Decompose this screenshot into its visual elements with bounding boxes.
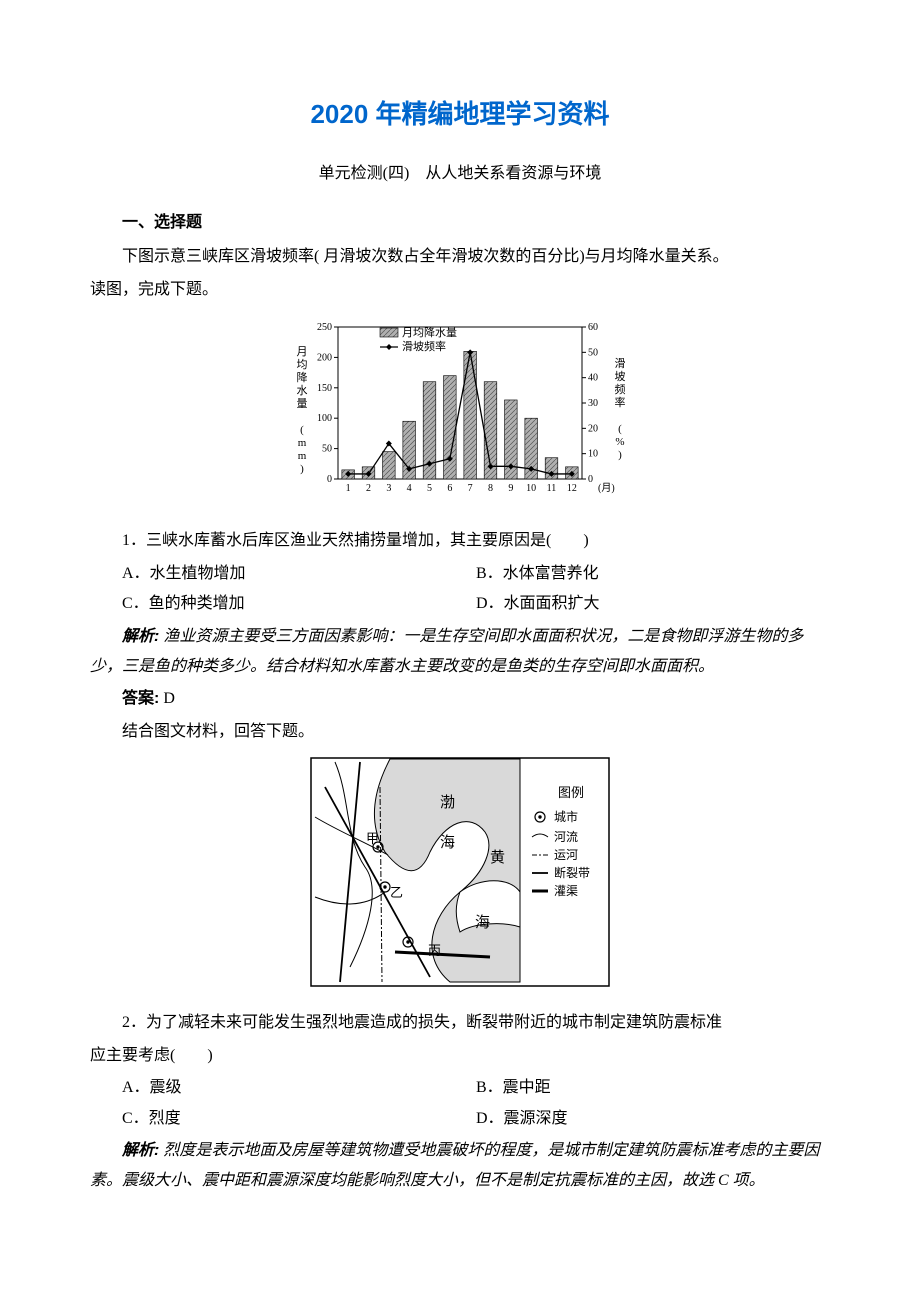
svg-text:降: 降 [297, 370, 308, 384]
svg-text:11: 11 [547, 483, 557, 494]
svg-text:坡: 坡 [615, 370, 626, 383]
svg-text:海: 海 [440, 834, 455, 851]
svg-text:0: 0 [327, 474, 332, 485]
svg-text:运河: 运河 [554, 848, 578, 862]
svg-text:200: 200 [317, 352, 332, 363]
svg-text:10: 10 [588, 449, 598, 460]
svg-text:7: 7 [468, 483, 473, 494]
svg-text:1: 1 [346, 483, 351, 494]
svg-text:率: 率 [615, 395, 626, 409]
svg-text:): ) [300, 463, 304, 475]
svg-text:60: 60 [588, 322, 598, 333]
svg-text:滑: 滑 [615, 357, 626, 370]
svg-text:月: 月 [297, 346, 308, 358]
svg-text:灌渠: 灌渠 [554, 884, 578, 898]
q2-option-c: C．烈度 [122, 1104, 476, 1134]
svg-text:丙: 丙 [428, 943, 441, 958]
intro-text-1a: 下图示意三峡库区滑坡频率( 月滑坡次数占全年滑坡次数的百分比)与月均降水量关系。 [90, 242, 830, 272]
svg-text:(: ( [618, 423, 622, 435]
svg-text:滑坡频率: 滑坡频率 [402, 339, 446, 353]
svg-text:10: 10 [526, 483, 536, 494]
svg-text:河流: 河流 [554, 830, 578, 844]
svg-text:乙: 乙 [390, 885, 403, 900]
svg-text:6: 6 [447, 483, 452, 494]
svg-text:250: 250 [317, 322, 332, 333]
svg-text:海: 海 [475, 914, 490, 931]
svg-text:水: 水 [297, 384, 308, 397]
svg-text:均: 均 [297, 358, 308, 371]
svg-text:3: 3 [386, 483, 391, 494]
subtitle: 单元检测(四) 从人地关系看资源与环境 [90, 159, 830, 189]
svg-text:量: 量 [297, 397, 308, 410]
q1-analysis: 解析: 渔业资源主要受三方面因素影响：一是生存空间即水面面积状况，二是食物即浮游… [90, 622, 830, 683]
q1-answer: 答案: D [90, 684, 830, 714]
svg-text:150: 150 [317, 383, 332, 394]
q2-options: A．震级 B．震中距 C．烈度 D．震源深度 [122, 1073, 830, 1134]
map-figure: 甲乙丙渤海黄海图例城市河流运河断裂带灌渠 [310, 757, 610, 987]
svg-text:渤: 渤 [440, 794, 455, 811]
svg-text:4: 4 [407, 483, 412, 494]
svg-text:m: m [298, 450, 307, 462]
svg-text:(: ( [300, 424, 304, 436]
svg-text:图例: 图例 [558, 785, 584, 800]
svg-text:(月): (月) [598, 482, 615, 494]
q2-option-d: D．震源深度 [476, 1104, 830, 1134]
svg-text:50: 50 [322, 444, 332, 455]
svg-text:8: 8 [488, 483, 493, 494]
bar-line-chart: 0501001502002500102030405060123456789101… [290, 315, 630, 505]
svg-text:2: 2 [366, 483, 371, 494]
svg-text:30: 30 [588, 398, 598, 409]
chart-1-wrap: 0501001502002500102030405060123456789101… [90, 315, 830, 516]
q1-option-d: D．水面面积扩大 [476, 589, 830, 619]
analysis-text: 渔业资源主要受三方面因素影响：一是生存空间即水面面积状况，二是食物即浮游生物的多… [90, 628, 803, 675]
svg-text:月均降水量: 月均降水量 [402, 325, 457, 339]
analysis-text-2: 烈度是表示地面及房屋等建筑物遭受地震破坏的程度，是城市制定建筑防震标准考虑的主要… [90, 1142, 819, 1189]
q2-stem-b: 应主要考虑( ) [90, 1041, 830, 1071]
q2-analysis: 解析: 烈度是表示地面及房屋等建筑物遭受地震破坏的程度，是城市制定建筑防震标准考… [90, 1136, 830, 1197]
q1-options: A．水生植物增加 B．水体富营养化 C．鱼的种类增加 D．水面面积扩大 [122, 559, 830, 620]
answer-text: D [163, 690, 175, 707]
q2-stem-a: 2．为了减轻未来可能发生强烈地震造成的损失，断裂带附近的城市制定建筑防震标准 [90, 1008, 830, 1038]
q2-option-a: A．震级 [122, 1073, 476, 1103]
svg-text:50: 50 [588, 347, 598, 358]
svg-text:5: 5 [427, 483, 432, 494]
svg-text:20: 20 [588, 423, 598, 434]
svg-text:12: 12 [567, 483, 577, 494]
svg-text:断裂带: 断裂带 [554, 865, 590, 880]
analysis-label-2: 解析: [122, 1142, 159, 1159]
map-wrap: 甲乙丙渤海黄海图例城市河流运河断裂带灌渠 [90, 757, 830, 998]
q1-option-b: B．水体富营养化 [476, 559, 830, 589]
q2-option-b: B．震中距 [476, 1073, 830, 1103]
svg-text:频: 频 [615, 382, 626, 396]
page-title: 2020 年精编地理学习资料 [90, 90, 830, 139]
section-heading: 一、选择题 [90, 208, 830, 238]
svg-text:城市: 城市 [554, 809, 578, 824]
intro-text-2: 结合图文材料，回答下题。 [90, 717, 830, 747]
svg-text:9: 9 [508, 483, 513, 494]
svg-text:100: 100 [317, 413, 332, 424]
svg-text:m: m [298, 437, 307, 449]
svg-text:%: % [615, 436, 624, 448]
svg-text:黄: 黄 [490, 849, 505, 866]
svg-text:40: 40 [588, 373, 598, 384]
answer-label: 答案: [122, 690, 159, 707]
svg-text:0: 0 [588, 474, 593, 485]
q1-option-c: C．鱼的种类增加 [122, 589, 476, 619]
q1-stem: 1．三峡水库蓄水后库区渔业天然捕捞量增加，其主要原因是( ) [90, 526, 830, 556]
analysis-label: 解析: [122, 628, 159, 645]
svg-text:甲: 甲 [366, 831, 379, 846]
intro-text-1b: 读图，完成下题。 [90, 275, 830, 305]
svg-text:): ) [618, 449, 622, 461]
q1-option-a: A．水生植物增加 [122, 559, 476, 589]
